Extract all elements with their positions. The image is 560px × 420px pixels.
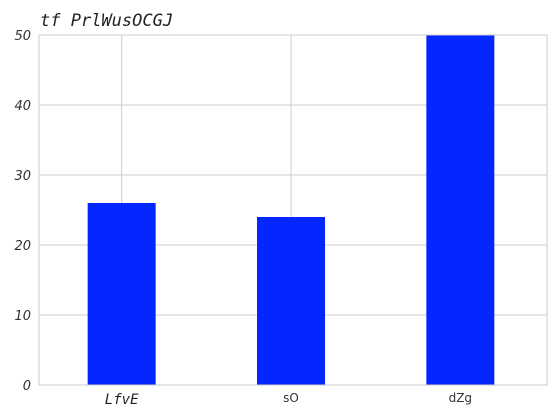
x-tick-label: dZg [449, 391, 472, 405]
y-tick-label: 0 [23, 379, 31, 394]
plot-frame [38, 34, 548, 386]
y-tick-label: 20 [14, 239, 31, 254]
y-tick-label: 30 [14, 169, 31, 184]
x-tick-label: sO [283, 391, 299, 405]
bar-layer [87, 35, 495, 385]
y-tick-label: 50 [14, 29, 31, 44]
bar-so [257, 217, 325, 385]
y-tick-label: 40 [14, 99, 31, 114]
bar-dzg [426, 35, 495, 385]
tick-layer: 0 10 20 30 40 50 LfvE sO dZg [14, 29, 472, 408]
bar-lfve [87, 203, 156, 385]
chart-title: tf PrlWusOCGJ [40, 11, 173, 31]
x-tick-label: LfvE [105, 392, 139, 408]
y-tick-label: 10 [14, 309, 31, 324]
